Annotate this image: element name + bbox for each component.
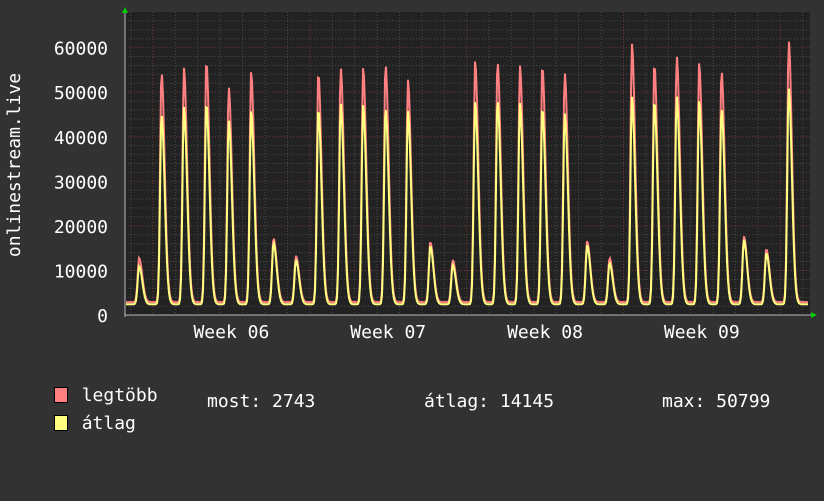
y-tick-label: 60000	[54, 39, 108, 60]
y-axis-arrow-icon	[122, 7, 128, 13]
stat-max: max: 50799	[662, 391, 770, 413]
legend-label: átlag	[82, 413, 136, 434]
legend-swatch-yellow	[54, 415, 68, 431]
x-axis: Week 06 Week 07 Week 08 Week 09	[193, 322, 739, 343]
y-axis: 0 10000 20000 30000 40000 50000 60000	[54, 39, 108, 327]
x-tick-label: Week 09	[664, 322, 740, 343]
legend-item-atlag: átlag most: 2743 átlag: 14145 max: 50799	[32, 391, 812, 413]
x-axis-arrow-icon	[811, 312, 817, 318]
stat-atlag: átlag: 14145	[424, 391, 554, 413]
y-tick-label: 50000	[54, 83, 108, 104]
y-tick-label: 10000	[54, 261, 108, 282]
x-tick-label: Week 07	[350, 322, 426, 343]
x-tick-label: Week 06	[193, 322, 269, 343]
y-tick-label: 30000	[54, 172, 108, 193]
stat-most: most: 2743	[207, 391, 315, 413]
y-tick-label: 40000	[54, 128, 108, 149]
legend-item-legtobb: legtöbb	[32, 363, 158, 385]
x-tick-label: Week 08	[507, 322, 583, 343]
y-tick-label: 0	[97, 306, 108, 327]
y-tick-label: 20000	[54, 217, 108, 238]
y-axis-label: onlinestream.live	[4, 73, 25, 257]
